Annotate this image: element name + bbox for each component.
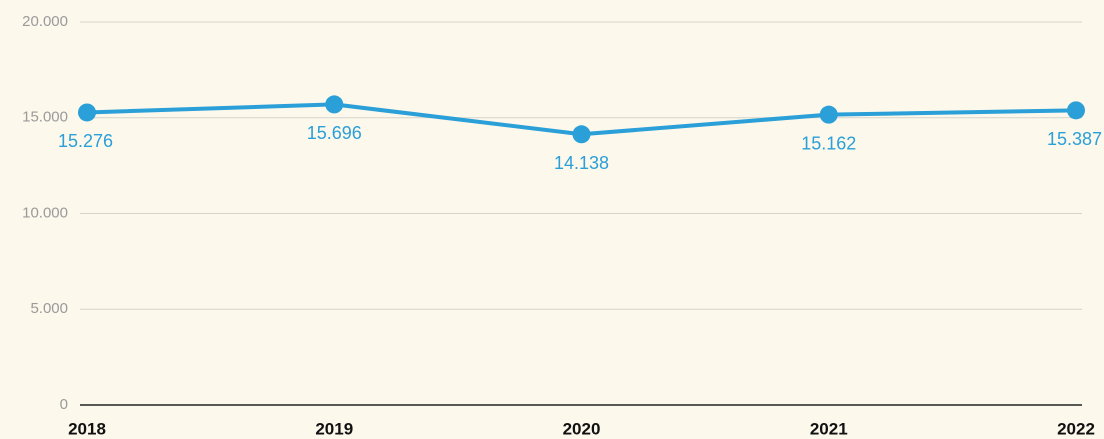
y-tick-label: 5.000 [30,300,68,317]
x-tick-label: 2021 [810,419,848,438]
x-tick-label: 2020 [563,419,601,438]
value-label: 15.276 [58,131,113,151]
value-label: 15.162 [801,133,856,153]
value-label: 15.387 [1047,129,1102,149]
x-tick-label: 2022 [1057,419,1095,438]
x-tick-label: 2019 [315,419,353,438]
y-tick-label: 0 [60,396,68,413]
y-tick-label: 10.000 [22,204,68,221]
point [1067,101,1085,120]
x-tick-label: 2018 [68,419,106,438]
value-label: 15.696 [307,123,362,143]
point [819,105,838,124]
y-tick-label: 15.000 [22,109,68,126]
value-label: 14.138 [554,153,609,173]
point [572,125,591,144]
y-tick-label: 20.000 [22,13,68,30]
point [325,95,344,114]
point [78,103,96,122]
